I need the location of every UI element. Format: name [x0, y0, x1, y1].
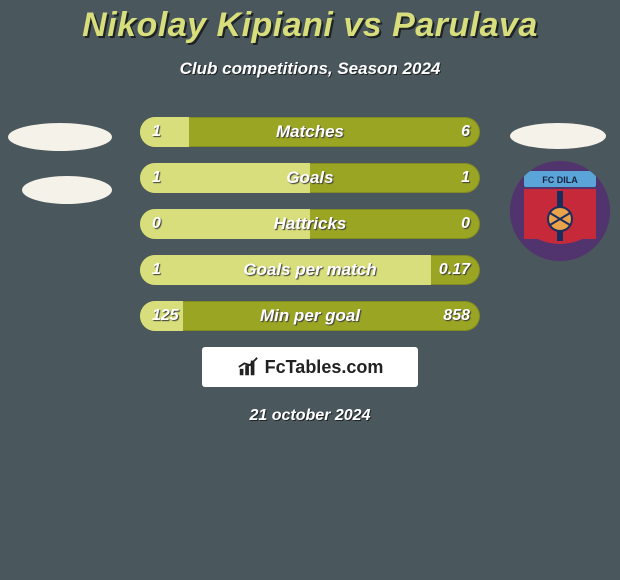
footer-date: 21 october 2024: [0, 407, 620, 425]
team-badge-icon: FC DILA: [510, 161, 610, 261]
stat-label: Hattricks: [140, 209, 480, 239]
bar-chart-icon: [237, 356, 259, 378]
stat-label: Goals per match: [140, 255, 480, 285]
stat-bar: 1Goals1: [140, 163, 480, 193]
svg-text:FC DILA: FC DILA: [542, 175, 578, 185]
subtitle: Club competitions, Season 2024: [0, 59, 620, 79]
brand-text: FcTables.com: [265, 357, 384, 378]
page-title: Nikolay Kipiani vs Parulava: [0, 6, 620, 45]
comparison-card: Nikolay Kipiani vs Parulava Club competi…: [0, 0, 620, 580]
stat-right-value: 1: [461, 163, 470, 193]
avatar-placeholder-icon: [22, 176, 112, 204]
stat-bar: 1Goals per match0.17: [140, 255, 480, 285]
body-row: FC DILA 1Matches61Goals10Hattricks01Goal…: [0, 117, 620, 327]
stat-label: Min per goal: [140, 301, 480, 331]
player-left-avatar: [8, 117, 112, 204]
stat-label: Goals: [140, 163, 480, 193]
avatar-placeholder-icon: [8, 123, 112, 151]
stat-right-value: 6: [461, 117, 470, 147]
stat-right-value: 0: [461, 209, 470, 239]
stat-right-value: 0.17: [439, 255, 470, 285]
brand-badge[interactable]: FcTables.com: [202, 347, 418, 387]
stat-label: Matches: [140, 117, 480, 147]
avatar-placeholder-icon: [510, 123, 606, 149]
stat-bar: 0Hattricks0: [140, 209, 480, 239]
stat-bar: 125Min per goal858: [140, 301, 480, 331]
stat-bars: 1Matches61Goals10Hattricks01Goals per ma…: [140, 117, 480, 347]
player-right-avatar: FC DILA: [510, 117, 610, 261]
stat-bar: 1Matches6: [140, 117, 480, 147]
stat-right-value: 858: [443, 301, 470, 331]
